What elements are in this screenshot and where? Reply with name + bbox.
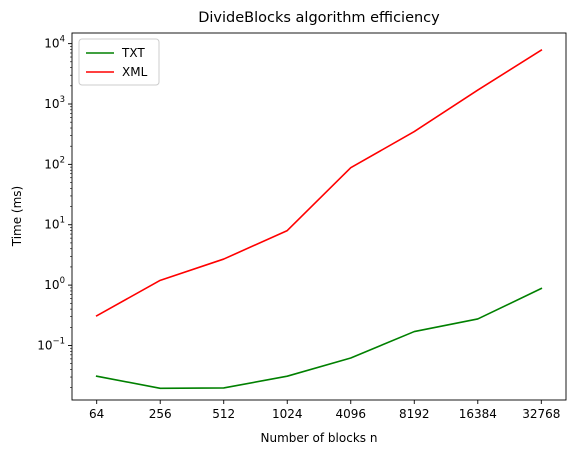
- x-tick-label: 512: [212, 407, 235, 421]
- chart-title: DivideBlocks algorithm efficiency: [198, 10, 440, 26]
- y-tick-label: 103: [44, 95, 65, 111]
- legend-box: [78, 38, 160, 86]
- series-line-xml: [95, 49, 543, 317]
- x-tick-label: 8192: [399, 407, 430, 421]
- legend-label-xml: XML: [122, 65, 148, 79]
- x-tick-label: 4096: [335, 407, 366, 421]
- y-axis-label: Time (ms): [10, 186, 24, 248]
- axes-frame: [71, 32, 567, 401]
- x-tick-label: 16384: [459, 407, 497, 421]
- x-tick-label: 1024: [272, 407, 303, 421]
- x-tick-label: 32768: [522, 407, 560, 421]
- series-line-txt: [95, 287, 543, 390]
- x-tick-label: 64: [89, 407, 104, 421]
- axes: 64 256 512 1024 4096 8192 16384 32768 10−1 100 101…: [37, 32, 567, 421]
- x-axis-label: Number of blocks n: [261, 431, 378, 445]
- y-tick-label: 10−1: [37, 336, 65, 352]
- legend: TXT XML: [78, 38, 160, 86]
- y-tick-label: 102: [44, 155, 65, 171]
- x-tick-label: 256: [149, 407, 172, 421]
- y-tick-label: 101: [44, 216, 65, 232]
- y-tick-label: 104: [44, 35, 65, 51]
- plot-area: [95, 49, 543, 390]
- y-tick-label: 100: [44, 276, 65, 292]
- legend-label-txt: TXT: [121, 46, 145, 60]
